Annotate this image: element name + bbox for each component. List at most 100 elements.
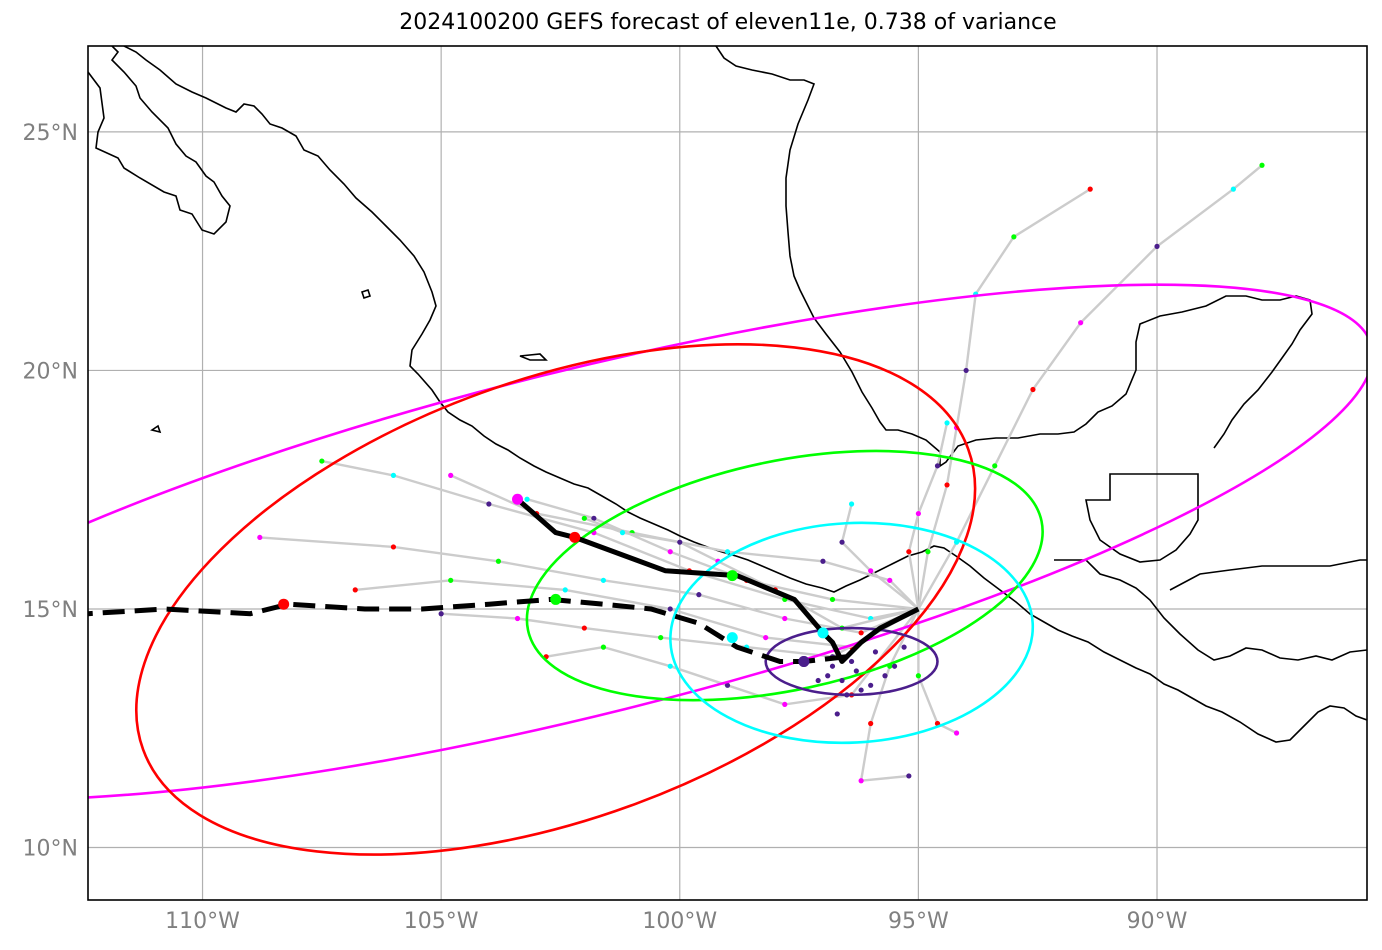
member-point — [891, 663, 898, 669]
member-point — [257, 534, 263, 541]
member-point — [915, 673, 921, 679]
ensemble-track — [259, 536, 919, 635]
lon-tick-label: 90°W — [1127, 909, 1188, 934]
ensemble-track — [907, 422, 949, 610]
member-point — [438, 611, 444, 617]
member-point — [667, 663, 673, 669]
member-point — [581, 625, 587, 631]
mexico-gulf-coast — [715, 46, 1313, 468]
track-marker — [569, 531, 581, 543]
track-marker — [817, 627, 829, 639]
member-point — [944, 420, 950, 426]
member-point — [815, 677, 821, 684]
lat-tick-label: 15°N — [23, 598, 78, 623]
member-point — [763, 634, 769, 641]
ensemble-track — [917, 188, 1091, 610]
member-point — [925, 549, 931, 555]
plot-frame — [87, 45, 1368, 901]
member-point — [524, 496, 530, 502]
member-point — [352, 587, 358, 593]
member-point — [858, 630, 864, 636]
track-marker — [278, 598, 290, 610]
member-point — [448, 472, 454, 478]
member-point — [820, 558, 826, 564]
member-point — [495, 558, 502, 564]
track-markers — [278, 493, 829, 667]
island-2 — [519, 353, 548, 361]
member-point — [992, 463, 998, 469]
member-point — [834, 711, 840, 717]
ensemble-track — [917, 609, 958, 735]
lon-tick-label: 95°W — [888, 909, 949, 934]
mexico-pacific-coast — [123, 46, 1367, 743]
member-point — [591, 515, 597, 521]
member-points — [815, 644, 907, 717]
member-point — [953, 730, 960, 736]
uncertainty-ellipse — [525, 449, 1044, 702]
member-point — [1011, 234, 1017, 240]
member-point — [1154, 243, 1160, 249]
member-point — [858, 687, 864, 693]
member-point — [390, 472, 397, 478]
member-point — [848, 658, 855, 665]
member-point — [562, 587, 568, 593]
tick-labels: 110°W 105°W 100°W 95°W 90°W 25°N 20°N 15°N 10°N — [23, 121, 1188, 934]
central-america-border — [1085, 473, 1199, 563]
lon-tick-label: 100°W — [642, 909, 717, 934]
member-point — [724, 682, 731, 688]
member-point — [934, 463, 941, 469]
member-point — [839, 539, 845, 545]
member-point — [858, 778, 864, 784]
uncertainty-ellipse — [88, 283, 1367, 801]
member-point — [677, 539, 683, 545]
ensemble-track — [526, 498, 919, 611]
member-point — [825, 673, 831, 679]
member-point — [887, 577, 893, 583]
uncertainty-ellipse — [669, 521, 1035, 745]
member-point — [600, 644, 607, 650]
member-point — [1078, 320, 1084, 326]
member-point — [658, 634, 664, 641]
member-point — [390, 544, 397, 550]
member-point — [906, 773, 912, 779]
member-point — [619, 530, 626, 536]
member-point — [667, 606, 673, 612]
member-point — [829, 596, 836, 603]
lat-tick-label: 10°N — [23, 837, 78, 862]
member-point — [724, 549, 731, 555]
member-point — [934, 720, 941, 727]
member-point — [844, 692, 850, 698]
member-point — [1087, 186, 1093, 192]
member-point — [1259, 162, 1265, 168]
member-point — [906, 549, 912, 555]
uncertainty-ellipses — [88, 283, 1367, 856]
gridlines — [88, 46, 1367, 900]
member-point — [1230, 186, 1236, 192]
lat-tick-label: 20°N — [23, 359, 78, 384]
member-point — [868, 568, 874, 574]
member-point — [1030, 386, 1036, 393]
member-point — [448, 577, 454, 583]
member-point — [868, 720, 874, 727]
member-point — [514, 615, 521, 622]
member-point — [829, 663, 836, 669]
member-point — [882, 673, 888, 679]
lon-tick-label: 110°W — [165, 909, 240, 934]
member-point — [696, 592, 702, 598]
lat-tick-label: 25°N — [23, 121, 78, 146]
member-point — [872, 649, 879, 655]
baja-california-coast — [88, 46, 231, 235]
member-point — [901, 644, 907, 650]
member-point — [839, 677, 845, 684]
member-point — [486, 501, 492, 507]
member-point — [963, 367, 969, 374]
island-3 — [150, 424, 162, 434]
lon-tick-label: 105°W — [404, 909, 479, 934]
track-marker — [726, 570, 738, 582]
member-point — [944, 482, 950, 488]
member-point — [600, 577, 607, 583]
uncertainty-ellipse — [135, 343, 977, 856]
track-marker — [726, 632, 738, 644]
member-point — [319, 458, 325, 464]
island-1 — [360, 288, 372, 300]
